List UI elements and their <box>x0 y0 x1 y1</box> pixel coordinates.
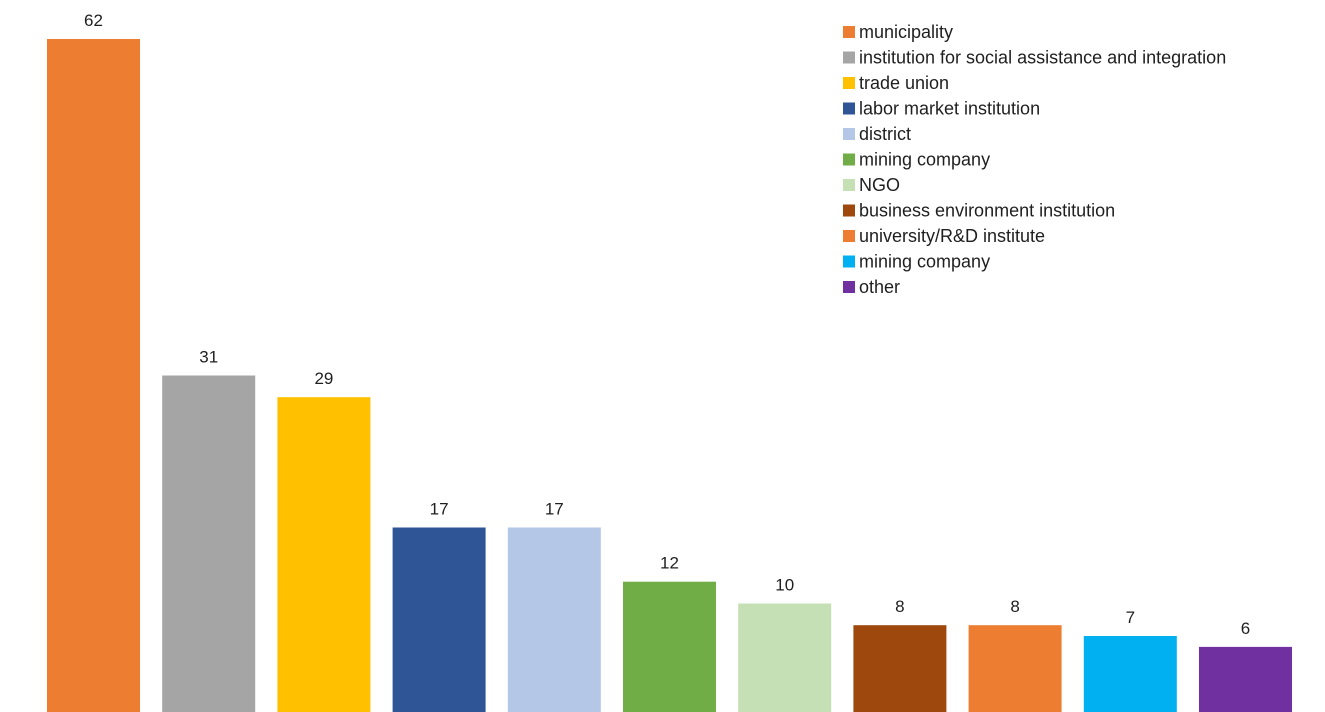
legend-label-6: NGO <box>859 175 900 195</box>
legend: municipality institution for social assis… <box>843 22 1226 297</box>
value-label-6: 10 <box>775 576 794 595</box>
legend-label-3: labor market institution <box>859 99 1040 119</box>
legend-label-0: municipality <box>859 22 953 42</box>
legend-swatch-9 <box>843 255 855 268</box>
legend-label-5: mining company <box>859 150 990 170</box>
legend-label-7: business environment institution <box>859 201 1115 221</box>
legend-swatch-6 <box>843 179 855 191</box>
bar-7 <box>853 625 947 712</box>
bar-6 <box>738 603 832 712</box>
value-labels-group: 62 31 29 17 17 12 10 8 8 7 6 <box>84 11 1250 638</box>
bar-8 <box>968 625 1062 712</box>
bar-3 <box>392 527 486 712</box>
value-label-1: 31 <box>199 348 218 367</box>
bar-4 <box>507 527 601 712</box>
legend-label-9: mining company <box>859 252 990 272</box>
bar-0 <box>47 39 140 712</box>
legend-label-8: university/R&D institute <box>859 226 1045 246</box>
value-label-10: 6 <box>1241 619 1250 638</box>
value-label-3: 17 <box>430 500 449 519</box>
value-label-7: 8 <box>895 597 904 616</box>
bar-2 <box>277 397 371 712</box>
bar-9 <box>1083 636 1177 712</box>
legend-swatch-10 <box>843 281 855 293</box>
value-label-2: 29 <box>314 369 333 388</box>
bar-1 <box>162 375 256 712</box>
value-label-8: 8 <box>1010 597 1019 616</box>
legend-swatch-0 <box>843 26 855 38</box>
legend-label-1: institution for social assistance and in… <box>859 48 1226 68</box>
legend-label-2: trade union <box>859 73 949 93</box>
legend-swatch-7 <box>843 204 855 217</box>
bar-5 <box>623 581 716 712</box>
legend-label-4: district <box>859 124 911 144</box>
legend-swatch-8 <box>843 230 855 242</box>
legend-swatch-1 <box>843 51 855 64</box>
bar-10 <box>1199 646 1292 712</box>
value-label-5: 12 <box>660 554 679 573</box>
bars-group <box>47 39 1292 712</box>
value-label-0: 62 <box>84 11 103 30</box>
legend-swatch-3 <box>843 102 855 115</box>
legend-swatch-2 <box>843 77 855 89</box>
value-label-4: 17 <box>545 500 564 519</box>
legend-label-10: other <box>859 277 900 297</box>
value-label-9: 7 <box>1126 608 1135 627</box>
legend-swatch-5 <box>843 153 855 166</box>
legend-swatch-4 <box>843 128 855 140</box>
